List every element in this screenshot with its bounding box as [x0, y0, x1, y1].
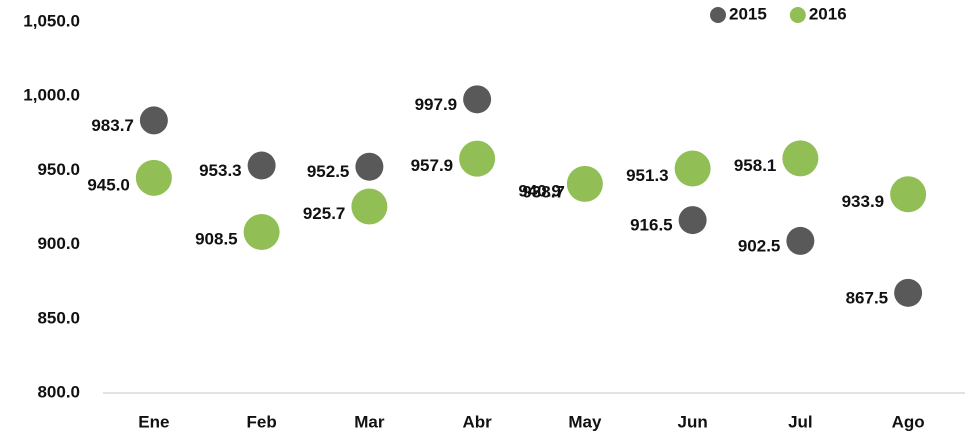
y-tick-label: 1,000.0: [23, 86, 80, 105]
data-label: 933.9: [842, 192, 885, 211]
x-tick-label: Feb: [247, 412, 277, 431]
data-label: 940.9: [518, 181, 561, 200]
data-point: [678, 206, 707, 235]
x-tick-label: Abr: [462, 412, 492, 431]
y-tick-label: 950.0: [37, 160, 80, 179]
x-tick-label: May: [568, 412, 602, 431]
data-point: [674, 150, 711, 187]
data-point: [351, 188, 388, 225]
data-label: 983.7: [91, 116, 134, 135]
data-point: [786, 226, 815, 255]
data-point: [243, 213, 280, 250]
data-label: 957.9: [411, 156, 454, 175]
data-point: [782, 140, 819, 177]
legend-label: 2016: [809, 4, 847, 23]
legend-label: 2015: [729, 4, 767, 23]
x-tick-label: Mar: [354, 412, 385, 431]
data-label: 958.1: [734, 156, 777, 175]
legend-marker: [789, 7, 806, 23]
x-tick-label: Ago: [892, 412, 925, 431]
x-tick-label: Jun: [678, 412, 708, 431]
legend-marker: [710, 7, 726, 23]
data-label: 953.3: [199, 161, 242, 180]
x-tick-label: Jul: [788, 412, 813, 431]
y-tick-label: 850.0: [37, 308, 80, 327]
data-point: [355, 152, 384, 181]
data-point: [463, 85, 492, 114]
data-label: 952.5: [307, 162, 350, 181]
data-label: 938.7: [522, 183, 565, 202]
data-label: 925.7: [303, 204, 346, 223]
data-label: 867.5: [846, 288, 889, 307]
data-label: 997.9: [415, 95, 458, 114]
data-label: 916.5: [630, 216, 673, 235]
y-tick-label: 900.0: [37, 234, 80, 253]
y-tick-label: 1,050.0: [23, 11, 80, 30]
data-point: [894, 278, 923, 307]
data-label: 951.3: [626, 166, 669, 185]
data-point: [890, 176, 927, 213]
data-label: 908.5: [195, 229, 238, 248]
data-point: [566, 165, 603, 202]
data-label: 902.5: [738, 236, 781, 255]
data-point: [459, 140, 496, 177]
data-point: [135, 159, 172, 196]
data-point: [247, 151, 276, 180]
data-point: [139, 106, 168, 135]
x-tick-label: Ene: [138, 412, 169, 431]
data-label: 945.0: [87, 175, 130, 194]
y-tick-label: 800.0: [37, 382, 80, 401]
